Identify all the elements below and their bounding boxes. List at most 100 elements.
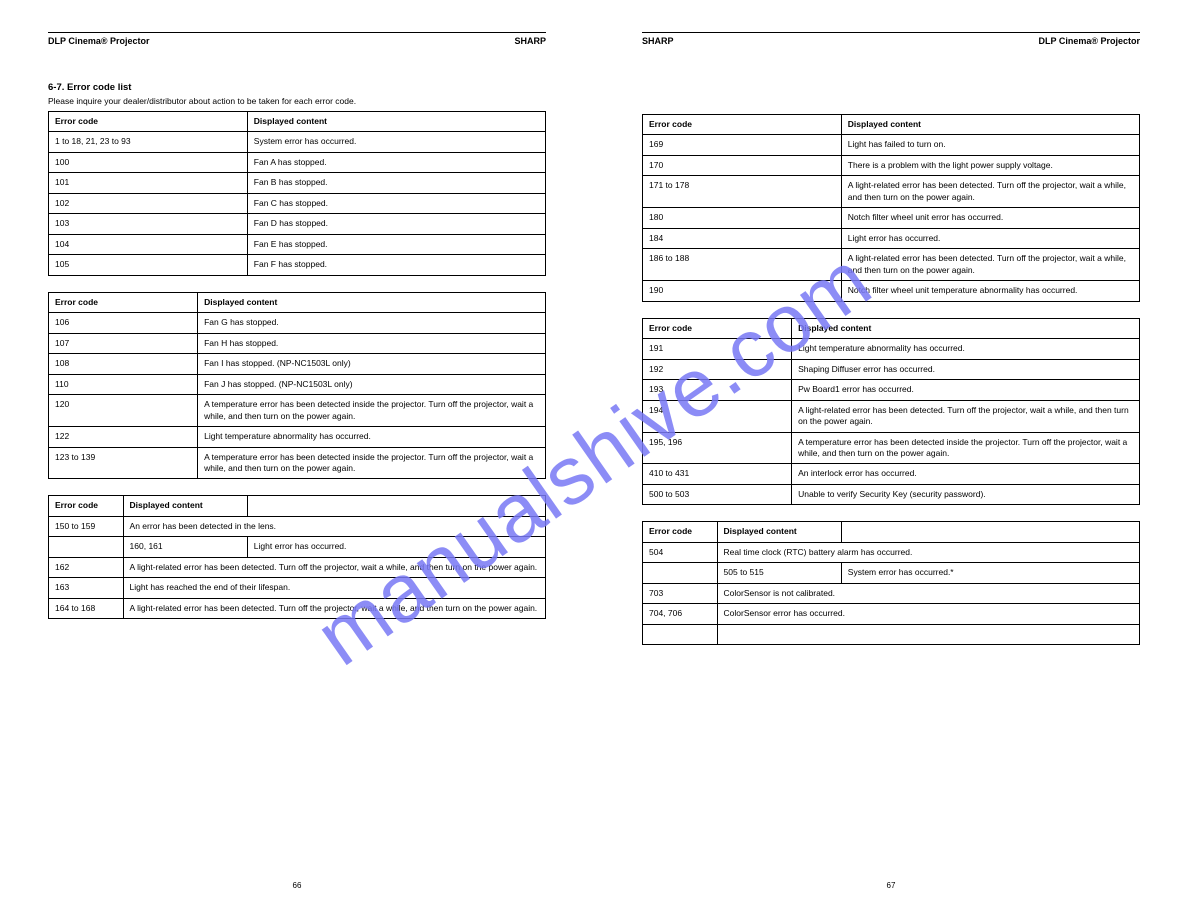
table-row: 103Fan D has stopped. xyxy=(49,214,546,234)
cell: System error has occurred. xyxy=(247,132,545,152)
cell: A temperature error has been detected in… xyxy=(198,447,546,479)
cell: 164 to 168 xyxy=(49,598,124,618)
table-row: 190Notch filter wheel unit temperature a… xyxy=(643,281,1140,301)
error-table-1: Error code Displayed content 169Light ha… xyxy=(642,114,1140,302)
cell: An error has been detected in the lens. xyxy=(123,516,545,536)
table-row: 107Fan H has stopped. xyxy=(49,333,546,353)
col-content: Displayed content xyxy=(198,292,546,312)
cell: Pw Board1 error has occurred. xyxy=(792,380,1140,400)
table-row: 186 to 188A light-related error has been… xyxy=(643,249,1140,281)
cell: 106 xyxy=(49,313,198,333)
cell: 120 xyxy=(49,395,198,427)
table-row: 102Fan C has stopped. xyxy=(49,193,546,213)
cell: 110 xyxy=(49,374,198,394)
table-row: 150 to 159 An error has been detected in… xyxy=(49,516,546,536)
table-row: 504 Real time clock (RTC) battery alarm … xyxy=(643,542,1140,562)
cell: ColorSensor error has occurred. xyxy=(717,604,1139,624)
cell: 122 xyxy=(49,427,198,447)
table-row: 105Fan F has stopped. xyxy=(49,255,546,275)
table-row: 104Fan E has stopped. xyxy=(49,234,546,254)
page-number: 67 xyxy=(642,881,1140,890)
cell: Fan B has stopped. xyxy=(247,173,545,193)
table-row: 193Pw Board1 error has occurred. xyxy=(643,380,1140,400)
cell: 107 xyxy=(49,333,198,353)
cell: Unable to verify Security Key (security … xyxy=(792,484,1140,504)
cell: 103 xyxy=(49,214,248,234)
cell: There is a problem with the light power … xyxy=(841,155,1139,175)
error-table-3: Error code Displayed content 150 to 159 … xyxy=(48,495,546,619)
col-blank xyxy=(247,496,545,516)
cell: 410 to 431 xyxy=(643,464,792,484)
cell: 101 xyxy=(49,173,248,193)
section-title: 6-7. Error code list xyxy=(48,82,546,93)
cell: 504 xyxy=(643,542,718,562)
intro-note: Please inquire your dealer/distributor a… xyxy=(48,96,546,106)
doc-title: DLP Cinema® Projector xyxy=(48,36,150,46)
cell: 500 to 503 xyxy=(643,484,792,504)
cell: 193 xyxy=(643,380,792,400)
table-row: 195, 196A temperature error has been det… xyxy=(643,432,1140,464)
cell: 163 xyxy=(49,578,124,598)
cell: Light error has occurred. xyxy=(247,537,545,557)
page-number: 66 xyxy=(48,881,546,890)
right-header: SHARP DLP Cinema® Projector xyxy=(642,36,1140,46)
table-row: 191Light temperature abnormality has occ… xyxy=(643,339,1140,359)
table-row: 164 to 168 A light-related error has bee… xyxy=(49,598,546,618)
table-header-row: Error code Displayed content xyxy=(49,292,546,312)
cell: Light has reached the end of their lifes… xyxy=(123,578,545,598)
cell: 104 xyxy=(49,234,248,254)
table-row: 171 to 178A light-related error has been… xyxy=(643,176,1140,208)
cell: Fan A has stopped. xyxy=(247,152,545,172)
cell: Notch filter wheel unit error has occurr… xyxy=(841,208,1139,228)
cell: 100 xyxy=(49,152,248,172)
table-row: 410 to 431An interlock error has occurre… xyxy=(643,464,1140,484)
cell: 191 xyxy=(643,339,792,359)
cell: 162 xyxy=(49,557,124,577)
col-error-code: Error code xyxy=(643,522,718,542)
table-row: 100Fan A has stopped. xyxy=(49,152,546,172)
cell: 169 xyxy=(643,135,842,155)
error-table-3: Error code Displayed content 504 Real ti… xyxy=(642,521,1140,645)
cell: 703 xyxy=(643,583,718,603)
cell: 102 xyxy=(49,193,248,213)
cell: 108 xyxy=(49,354,198,374)
cell: Shaping Diffuser error has occurred. xyxy=(792,359,1140,379)
cell xyxy=(643,563,718,583)
table-row: 123 to 139A temperature error has been d… xyxy=(49,447,546,479)
cell: Fan E has stopped. xyxy=(247,234,545,254)
cell: Light error has occurred. xyxy=(841,228,1139,248)
cell: Fan C has stopped. xyxy=(247,193,545,213)
cell: A temperature error has been detected in… xyxy=(198,395,546,427)
table-row: 194A light-related error has been detect… xyxy=(643,400,1140,432)
table-row: 170There is a problem with the light pow… xyxy=(643,155,1140,175)
table-row: 106Fan G has stopped. xyxy=(49,313,546,333)
table-row: 192Shaping Diffuser error has occurred. xyxy=(643,359,1140,379)
cell: A light-related error has been detected.… xyxy=(123,598,545,618)
spacer xyxy=(642,72,1140,114)
table-row: 122Light temperature abnormality has occ… xyxy=(49,427,546,447)
table-header-row: Error code Displayed content xyxy=(643,115,1140,135)
cell: 123 to 139 xyxy=(49,447,198,479)
table-row xyxy=(643,624,1140,644)
cell: ColorSensor is not calibrated. xyxy=(717,583,1139,603)
col-error-code: Error code xyxy=(49,496,124,516)
error-table-2: Error code Displayed content 191Light te… xyxy=(642,318,1140,506)
table-row: 184Light error has occurred. xyxy=(643,228,1140,248)
cell: 105 xyxy=(49,255,248,275)
table-header-row: Error code Displayed content xyxy=(49,112,546,132)
cell: Light temperature abnormality has occurr… xyxy=(198,427,546,447)
cell: 704, 706 xyxy=(643,604,718,624)
col-content: Displayed content xyxy=(123,496,247,516)
cell: 180 xyxy=(643,208,842,228)
table-row: 162 A light-related error has been detec… xyxy=(49,557,546,577)
col-content: Displayed content xyxy=(792,318,1140,338)
table-header-row: Error code Displayed content xyxy=(643,318,1140,338)
cell: Fan I has stopped. (NP-NC1503L only) xyxy=(198,354,546,374)
table-row: 180Notch filter wheel unit error has occ… xyxy=(643,208,1140,228)
cell: Light has failed to turn on. xyxy=(841,135,1139,155)
table-header-row: Error code Displayed content xyxy=(643,522,1140,542)
left-header: DLP Cinema® Projector SHARP xyxy=(48,36,546,46)
table-row: 704, 706 ColorSensor error has occurred. xyxy=(643,604,1140,624)
table-row: 163 Light has reached the end of their l… xyxy=(49,578,546,598)
col-content: Displayed content xyxy=(247,112,545,132)
